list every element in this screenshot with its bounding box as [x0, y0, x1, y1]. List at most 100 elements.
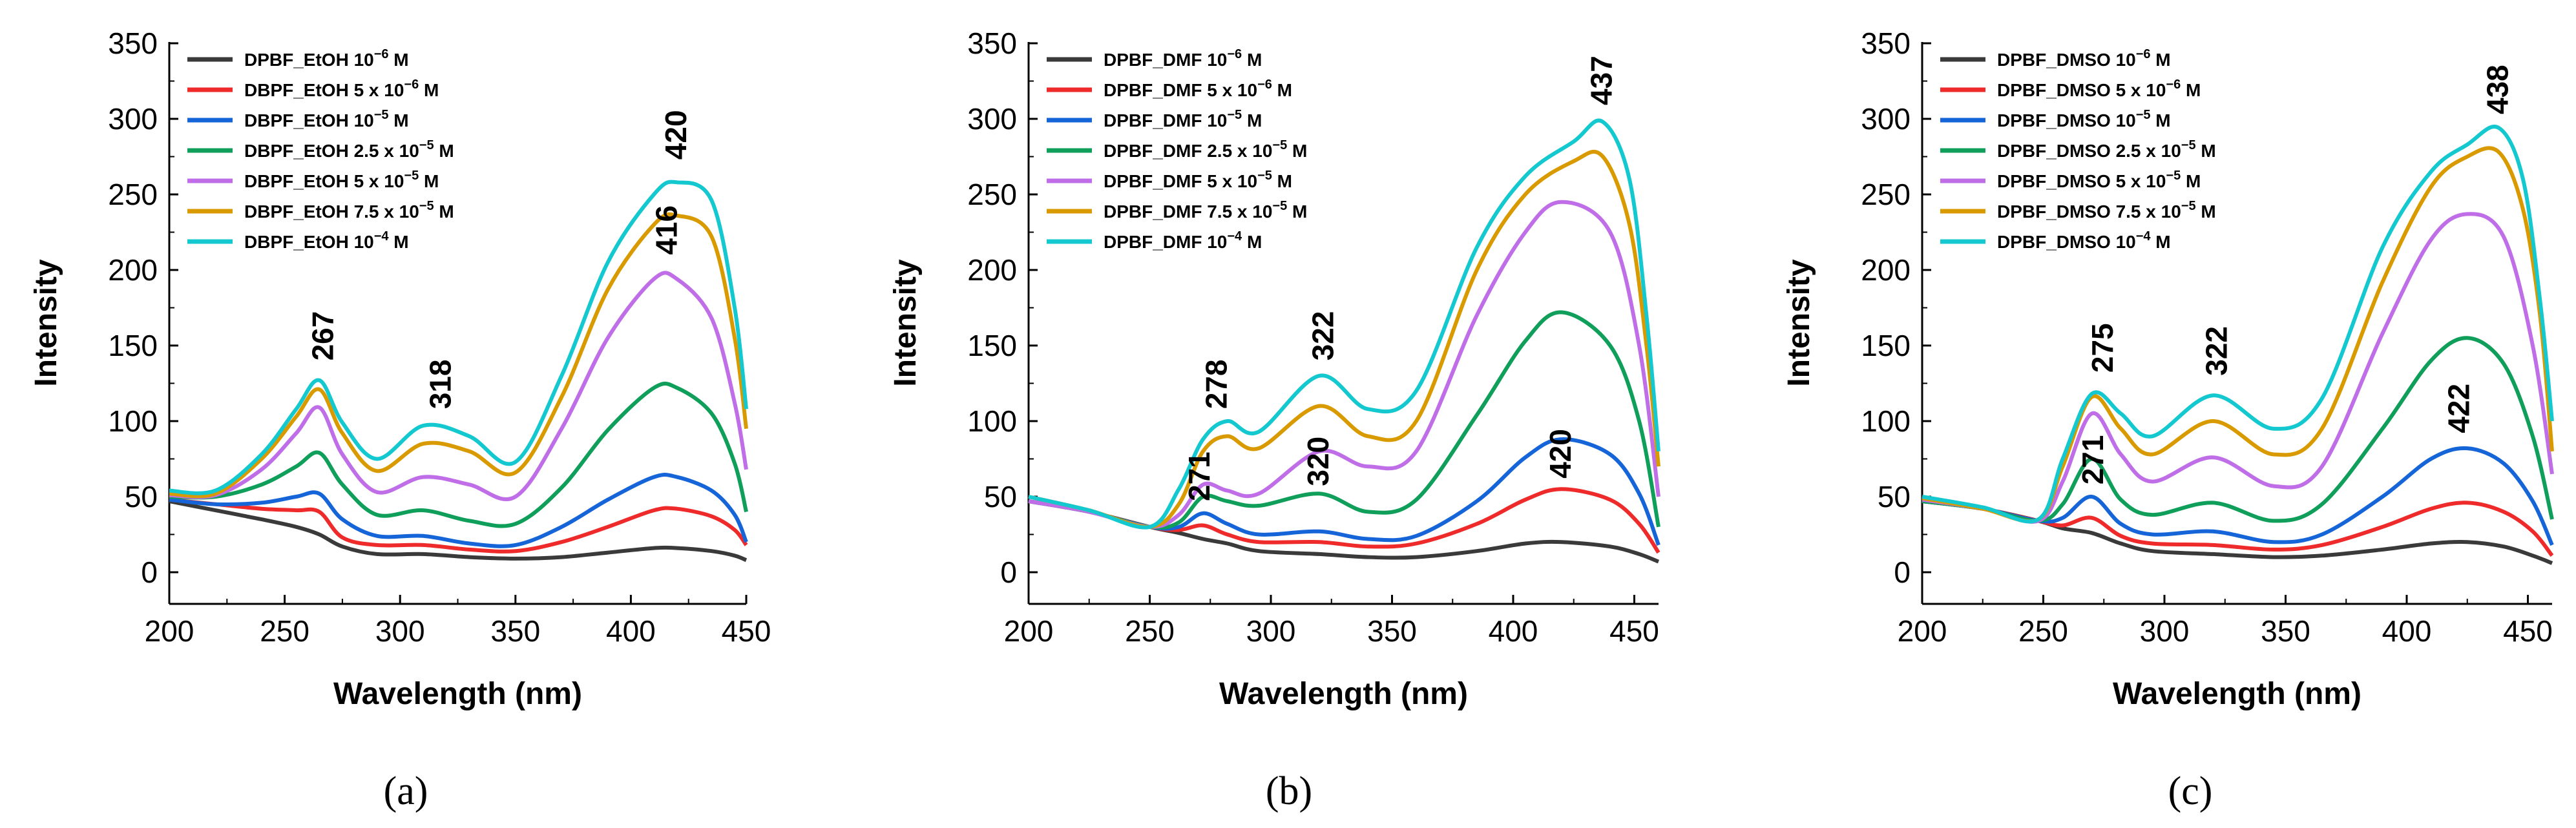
legend-entry: DBPF_EtOH 10−4 M — [244, 229, 409, 252]
series-line-6 — [1922, 146, 2554, 524]
series-line-4 — [1028, 310, 1660, 530]
y-tick-label: 150 — [1861, 329, 1911, 362]
y-tick-label: 100 — [108, 404, 158, 438]
chart-panel-3: 0 50 100 150 200 250 300 350 200 250 300 350 400 450 W… — [1782, 26, 2554, 813]
y-tick-label: 0 — [141, 555, 158, 589]
y-tick-label: 100 — [967, 404, 1017, 438]
x-tick-label: 250 — [2018, 614, 2068, 648]
legend-entry: DPBF_DMSO 10−5 M — [1997, 108, 2171, 130]
y-tick-label: 200 — [1861, 253, 1911, 287]
peak-annotation: 322 — [2200, 326, 2234, 376]
chart-panel-1: 0 50 100 150 200 250 300 350 200 250 300 350 400 450 W… — [29, 26, 771, 813]
y-tick-label: 0 — [1000, 555, 1017, 589]
y-tick-label: 250 — [1861, 178, 1911, 211]
legend-entry: DPBF_DMF 10−4 M — [1104, 229, 1262, 252]
legend-entry: DBPF_EtOH 7.5 x 10−5 M — [244, 199, 454, 222]
y-tick-label: 0 — [1894, 555, 1911, 589]
panel-label: (b) — [1266, 769, 1312, 813]
y-tick-label: 300 — [108, 102, 158, 136]
series-line-7 — [1922, 125, 2554, 524]
x-tick-label: 400 — [2382, 614, 2432, 648]
series-line-6 — [169, 212, 748, 499]
series-line-1 — [169, 499, 748, 563]
peak-annotation: 437 — [1585, 56, 1618, 105]
x-tick-label: 300 — [1246, 614, 1296, 648]
x-tick-label: 300 — [2140, 614, 2190, 648]
x-tick-label: 350 — [490, 614, 540, 648]
peak-annotation: 275 — [2086, 323, 2119, 373]
x-tick-label: 450 — [1609, 614, 1659, 648]
x-axis-label: Wavelength (nm) — [1219, 677, 1468, 711]
y-tick-label: 350 — [1861, 26, 1911, 60]
series-line-1 — [1028, 499, 1660, 564]
peak-annotation: 420 — [659, 110, 693, 160]
legend-entry: DPBF_DMF 2.5 x 10−5 M — [1104, 138, 1307, 161]
x-tick-label: 250 — [1125, 614, 1175, 648]
legend-entry: DPBF_DMSO 5 x 10−6 M — [1997, 78, 2201, 100]
x-axis-label: Wavelength (nm) — [2113, 677, 2361, 711]
y-tick-label: 100 — [1861, 404, 1911, 438]
y-tick-label: 200 — [108, 253, 158, 287]
peak-annotation: 267 — [306, 311, 339, 361]
y-tick-label: 300 — [967, 102, 1017, 136]
x-tick-label: 200 — [145, 614, 194, 648]
peak-annotation: 271 — [2076, 435, 2110, 485]
y-axis-label: Intensity — [888, 259, 923, 387]
peak-annotation: 422 — [2442, 384, 2476, 433]
y-tick-label: 250 — [108, 178, 158, 211]
legend-entry: DPBF_DMF 5 x 10−6 M — [1104, 78, 1292, 100]
x-tick-label: 350 — [2261, 614, 2310, 648]
panel-label: (a) — [384, 769, 428, 813]
peak-annotation: 318 — [423, 360, 457, 409]
x-tick-label: 250 — [260, 614, 309, 648]
peak-annotation: 438 — [2481, 65, 2515, 114]
series-line-5 — [1922, 212, 2554, 524]
legend-entry: DPBF_DMSO 10−6 M — [1997, 47, 2171, 70]
x-tick-label: 450 — [2503, 614, 2553, 648]
series-line-2 — [169, 497, 748, 554]
series-line-7 — [1028, 118, 1660, 530]
legend-entry: DPBF_DMSO 2.5 x 10−5 M — [1997, 138, 2216, 161]
legend-entry: DPBF_DMF 5 x 10−5 M — [1104, 169, 1292, 191]
peak-annotation: 278 — [1200, 360, 1233, 409]
peak-annotation: 322 — [1306, 311, 1340, 361]
series-line-4 — [169, 381, 748, 528]
series-line-6 — [1028, 149, 1660, 529]
legend-entry: DBPF_EtOH 5 x 10−6 M — [244, 78, 439, 100]
legend-entry: DPBF_DMSO 5 x 10−5 M — [1997, 169, 2201, 191]
y-tick-label: 50 — [1878, 480, 1911, 513]
legend-entry: DPBF_DMF 10−5 M — [1104, 108, 1262, 130]
series-line-3 — [169, 473, 748, 548]
legend-entry: DPBF_EtOH 10−6 M — [244, 47, 409, 70]
series-line-3 — [1922, 446, 2554, 546]
x-tick-label: 400 — [1489, 614, 1538, 648]
legend-entry: DPBF_DMF 10−6 M — [1104, 47, 1262, 70]
series-line-4 — [1922, 336, 2554, 523]
peak-annotation: 420 — [1544, 429, 1577, 479]
series-line-5 — [169, 271, 748, 502]
x-tick-label: 300 — [375, 614, 425, 648]
x-tick-label: 400 — [606, 614, 656, 648]
chart-panel-2: 0 50 100 150 200 250 300 350 200 250 300 350 400 450 W… — [888, 26, 1660, 813]
y-tick-label: 250 — [967, 178, 1017, 211]
y-tick-label: 350 — [967, 26, 1017, 60]
panel-label: (c) — [2168, 769, 2213, 813]
x-tick-label: 200 — [1898, 614, 1947, 648]
series-line-7 — [169, 180, 748, 495]
peak-annotation: 320 — [1301, 437, 1335, 486]
y-tick-label: 150 — [967, 329, 1017, 362]
x-tick-label: 350 — [1367, 614, 1417, 648]
legend-entry: DBPF_EtOH 2.5 x 10−5 M — [244, 138, 454, 161]
x-tick-label: 450 — [722, 614, 771, 648]
legend-entry: DBPF_EtOH 10−5 M — [244, 108, 409, 130]
legend-entry: DPBF_DMF 7.5 x 10−5 M — [1104, 199, 1307, 222]
x-tick-label: 200 — [1004, 614, 1054, 648]
y-tick-label: 300 — [1861, 102, 1911, 136]
legend-entry: DBPF_EtOH 5 x 10−5 M — [244, 169, 439, 191]
y-tick-label: 200 — [967, 253, 1017, 287]
legend-entry: DPBF_DMSO 10−4 M — [1997, 229, 2171, 252]
y-axis-label: Intensity — [1782, 259, 1816, 387]
y-axis-label: Intensity — [29, 259, 63, 387]
y-tick-label: 50 — [125, 480, 158, 513]
